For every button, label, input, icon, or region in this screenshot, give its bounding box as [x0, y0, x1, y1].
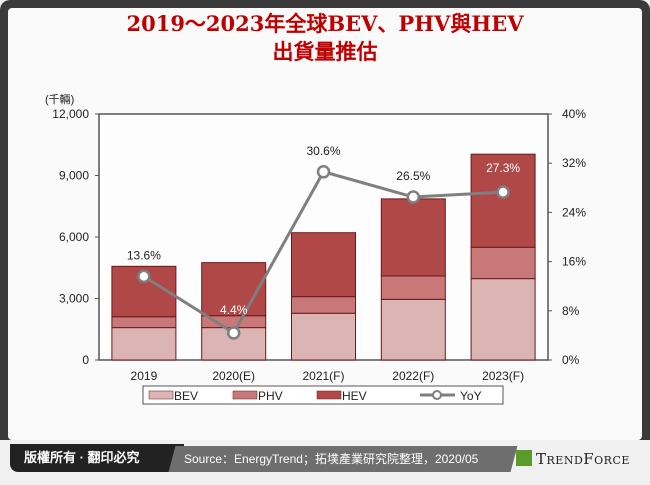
yoy-data-label: 27.3%: [486, 161, 520, 175]
y2-tick-label: 40%: [562, 107, 586, 121]
yoy-point: [406, 190, 421, 204]
y-tick-label: 12,000: [52, 107, 89, 121]
y-tick-label: 6,000: [59, 230, 89, 244]
footer: 版權所有 · 翻印必究 Source：EnergyTrend；拓墣產業研究院整理…: [0, 440, 650, 485]
trendforce-logo: TrendForce: [516, 450, 630, 468]
y2-tick-label: 16%: [562, 255, 586, 269]
y-tick-label: 3,000: [59, 292, 89, 306]
legend-marker-yoy: [432, 390, 442, 400]
yoy-data-label: 4.4%: [220, 303, 248, 317]
x-tick-label: 2023(F): [482, 369, 524, 383]
yoy-data-label: 13.6%: [127, 248, 161, 262]
y2-tick-label: 8%: [562, 304, 580, 318]
bar-hev: [380, 198, 446, 277]
legend-swatch-phv: [232, 390, 258, 400]
bar-bev: [111, 327, 177, 361]
y-axis-label: (千輛): [45, 92, 74, 106]
yoy-point: [226, 326, 241, 340]
bar-hev: [470, 153, 536, 248]
x-tick-label: 2020(E): [212, 369, 255, 383]
legend-label-yoy: YoY: [460, 389, 482, 403]
bar-bev: [291, 312, 356, 361]
bar-hev: [201, 262, 267, 317]
copyright: 版權所有 · 翻印必究: [10, 444, 184, 472]
legend-swatch-hev: [316, 390, 342, 400]
yoy-data-label: 30.6%: [306, 144, 340, 158]
yoy-point: [137, 269, 151, 284]
title-line2: 出貨量推估: [272, 39, 378, 64]
chart: 0 3,000 6,000 9,000 12,000 0% 8% 16% 24% 32% 40% (千…: [45, 92, 586, 405]
source-text: Source：EnergyTrend；拓墣產業研究院整理，2020/05: [184, 452, 479, 466]
x-tick-label: 2019: [131, 369, 158, 383]
x-tick-label: 2022(F): [392, 369, 434, 383]
logo-icon: [516, 450, 532, 466]
legend-label-phv: PHV: [258, 389, 283, 403]
x-tick-label: 2021(F): [302, 369, 344, 383]
legend-swatch-bev: [148, 390, 174, 400]
yoy-point: [496, 185, 510, 199]
bar-bev: [380, 298, 446, 361]
bar-bev: [470, 278, 536, 361]
title-line1: 2019～2023年全球BEV、PHV與HEV: [126, 11, 524, 36]
bar-hev: [291, 232, 356, 298]
yoy-data-label: 26.5%: [396, 169, 430, 183]
bar-phv: [380, 275, 446, 300]
brand-name: TrendForce: [536, 450, 630, 468]
legend-label-hev: HEV: [342, 389, 367, 403]
bar-phv: [470, 246, 536, 280]
chart-title: 2019～2023年全球BEV、PHV與HEV 出貨量推估: [0, 10, 650, 66]
bar-phv: [291, 296, 356, 314]
y-tick-label: 0: [82, 353, 89, 367]
y-tick-label: 9,000: [59, 169, 89, 183]
yoy-point: [316, 165, 331, 179]
y2-tick-label: 24%: [562, 205, 586, 219]
source-bar: Source：EnergyTrend；拓墣產業研究院整理，2020/05: [168, 446, 518, 472]
legend-label-bev: BEV: [174, 389, 198, 403]
y2-tick-label: 0%: [562, 353, 580, 367]
bar-phv: [111, 316, 177, 329]
y2-tick-label: 32%: [562, 156, 586, 170]
